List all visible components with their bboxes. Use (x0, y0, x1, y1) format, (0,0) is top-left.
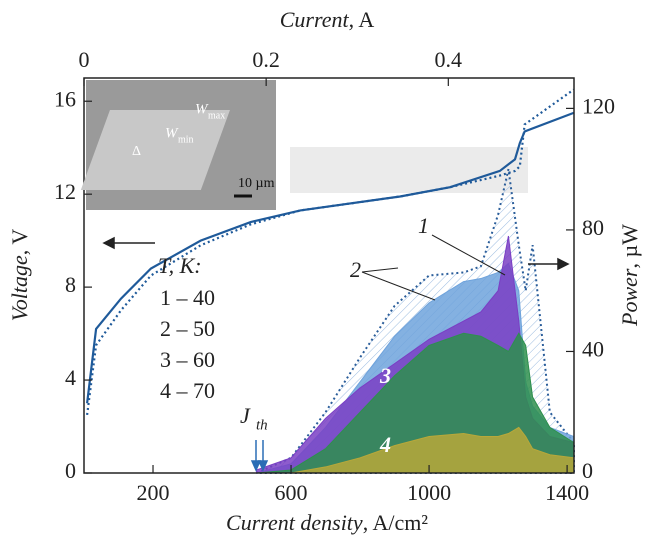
arrows (102, 234, 570, 301)
y2-axis-title: Power, µW (617, 224, 642, 327)
voltage-lines (86, 88, 575, 416)
y-tick-label: 8 (65, 272, 76, 297)
top-axis-unit: , A (349, 7, 375, 32)
x-tick-label: 200 (137, 480, 170, 505)
y-tick-label: 0 (65, 458, 76, 483)
x2-tick-label: 0.4 (435, 47, 463, 72)
label-3: 3 (379, 363, 391, 388)
y2-tick-label: 0 (582, 458, 593, 483)
y2-axis-name: Power (617, 268, 642, 327)
y-tick-label: 16 (54, 86, 76, 111)
x-tick-label: 600 (275, 480, 308, 505)
label-4: 4 (379, 432, 391, 457)
label-1: 1 (418, 213, 429, 238)
y-axis-title: Voltage, V (7, 229, 32, 322)
x2-tick-label: 0.2 (252, 47, 280, 72)
inset-delta: Δ (132, 144, 141, 159)
legend-entry: 4 – 70 (160, 378, 215, 403)
x-axis-title: Current density, A/cm² (226, 510, 428, 535)
jth: J (240, 403, 251, 428)
top-axis-name: Current (280, 7, 350, 32)
legend-entry: 3 – 60 (160, 347, 215, 372)
jth-arrows (250, 440, 269, 472)
y2-tick-label: 120 (582, 93, 615, 118)
inset-wmin: W (165, 125, 179, 141)
inset-wmin-sub: min (178, 134, 194, 145)
legend-title: T, K: (158, 253, 202, 278)
highlight-box (290, 147, 528, 193)
x2-tick-label: 0 (79, 47, 90, 72)
y-axis-name: Voltage (7, 255, 32, 321)
inset-scale: 10 µm (238, 176, 275, 191)
y-axis-unit: , V (7, 229, 32, 256)
label-2: 2 (350, 257, 361, 282)
power-area (256, 426, 575, 474)
x-tick-label: 1000 (407, 480, 451, 505)
power-areas (256, 168, 575, 474)
inset-ridge (80, 110, 230, 190)
x-tick-label: 1400 (545, 480, 589, 505)
voltage-line (86, 111, 575, 404)
y2-tick-label: 80 (582, 215, 604, 240)
inset-wmax: W (195, 101, 209, 117)
legend-entry: 1 – 40 (160, 285, 215, 310)
y2-axis-unit: , µW (617, 224, 642, 269)
y-tick-label: 4 (65, 365, 76, 390)
plot-frame (83, 77, 575, 474)
y-tick-label: 12 (54, 179, 76, 204)
inset-wmax-sub: max (208, 110, 225, 121)
top-axis-title: Current, A (280, 7, 375, 32)
inset: W max W min Δ 10 µm (80, 80, 276, 210)
x-axis-unit: , A/cm² (363, 510, 429, 535)
voltage-line (86, 88, 575, 416)
jth-sub: th (256, 417, 268, 433)
y2-tick-label: 40 (582, 337, 604, 362)
x-axis-name: Current density (226, 510, 363, 535)
legend-entry: 2 – 50 (160, 316, 215, 341)
